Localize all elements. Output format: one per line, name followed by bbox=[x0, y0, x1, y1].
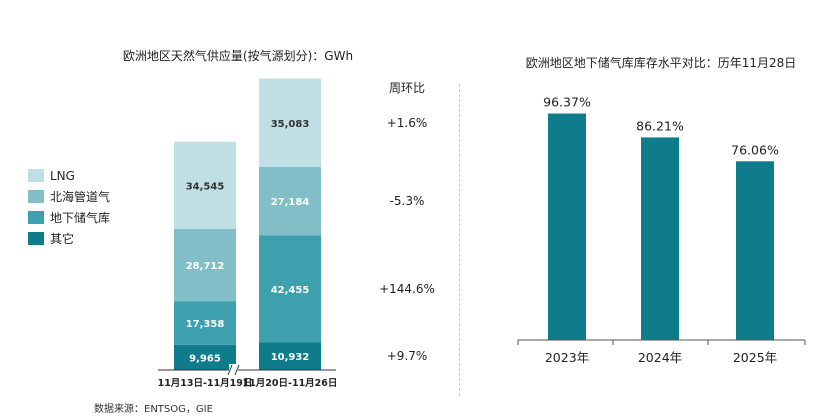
bar-value-label: 76.06% bbox=[731, 142, 779, 157]
axis-break-mark bbox=[234, 364, 240, 376]
stacked-bar-segment bbox=[259, 235, 321, 343]
data-source-note: 数据来源：ENTSOG，GIE bbox=[94, 404, 213, 415]
chart-divider bbox=[459, 84, 460, 396]
legend-swatch bbox=[28, 190, 44, 203]
legend-item-lng: LNG bbox=[28, 165, 110, 186]
left-chart-title: 欧洲地区天然气供应量(按气源划分)：GWh bbox=[123, 48, 353, 63]
bar-value-label: 86.21% bbox=[636, 118, 684, 133]
axis-break-gap bbox=[229, 364, 238, 376]
storage-bar bbox=[736, 161, 774, 340]
stacked-bar-segment bbox=[174, 141, 236, 229]
wow-change-label: +9.7% bbox=[387, 349, 428, 363]
right-bar-chart: 96.37% 2023年 86.21% 2024年 76.06% 2025年 bbox=[517, 95, 806, 365]
stacked-bar-segment bbox=[259, 78, 321, 167]
segment-value-label: 42,455 bbox=[271, 285, 310, 296]
storage-bar bbox=[548, 113, 586, 340]
bar-value-label: 96.37% bbox=[543, 95, 591, 110]
wow-change-label: +144.6% bbox=[379, 282, 435, 296]
legend-item-storage: 地下储气库 bbox=[28, 207, 110, 228]
segment-value-label: 17,358 bbox=[186, 319, 225, 330]
wow-header: 周环比 bbox=[389, 81, 425, 95]
x-tick-label: 2023年 bbox=[545, 350, 589, 365]
legend-swatch bbox=[28, 232, 44, 245]
legend-label: 其它 bbox=[50, 232, 75, 246]
legend-item-north-sea: 北海管道气 bbox=[28, 186, 110, 207]
left-stacked-bars: 9,965 17,358 28,712 34,545 10,932 42,455 27,18… bbox=[174, 78, 321, 370]
legend-item-other: 其它 bbox=[28, 228, 110, 249]
storage-bar bbox=[641, 137, 679, 340]
x-tick-label: 11月13日-11月19日 bbox=[158, 378, 253, 389]
stacked-bar-segment bbox=[174, 301, 236, 345]
stacked-bar-segment bbox=[259, 342, 321, 370]
legend-label: 北海管道气 bbox=[50, 190, 111, 204]
wow-change-label: +1.6% bbox=[387, 116, 428, 130]
segment-value-label: 28,712 bbox=[186, 261, 225, 272]
segment-value-label: 35,083 bbox=[271, 119, 310, 130]
segment-value-label: 9,965 bbox=[189, 353, 221, 364]
stacked-bar-segment bbox=[174, 228, 236, 302]
right-chart-title: 欧洲地区地下储气库库存水平对比：历年11月28日 bbox=[526, 55, 797, 70]
stacked-bar-segment bbox=[259, 166, 321, 236]
wow-change-label: -5.3% bbox=[390, 194, 425, 208]
x-tick-label: 2025年 bbox=[733, 350, 777, 365]
x-tick-label: 11月20日-11月26日 bbox=[243, 378, 338, 389]
segment-value-label: 27,184 bbox=[271, 197, 310, 208]
wow-change-labels: +9.7% +144.6% -5.3% +1.6% bbox=[379, 116, 435, 363]
axis-break-mark bbox=[227, 364, 233, 376]
legend-swatch bbox=[28, 169, 44, 182]
segment-value-label: 34,545 bbox=[186, 181, 225, 192]
x-tick-label: 2024年 bbox=[638, 350, 682, 365]
segment-value-label: 10,932 bbox=[271, 352, 310, 363]
stacked-bar-segment bbox=[174, 344, 236, 370]
legend-label: 地下储气库 bbox=[50, 211, 111, 225]
legend-swatch bbox=[28, 211, 44, 224]
legend-label: LNG bbox=[50, 168, 75, 183]
legend: LNG 北海管道气 地下储气库 其它 bbox=[28, 165, 110, 249]
